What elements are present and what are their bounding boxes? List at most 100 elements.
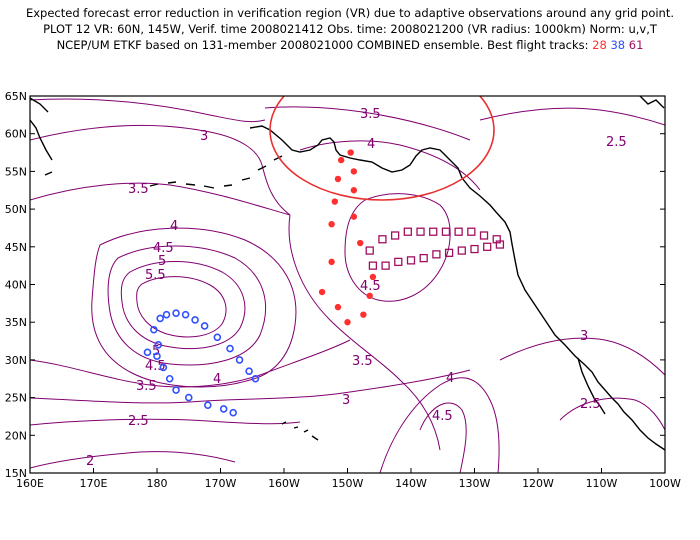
- contour-4-south: [379, 377, 500, 473]
- track-38-point: [213, 333, 222, 342]
- coastlines: [30, 96, 665, 451]
- x-tick-label: 140W: [395, 477, 427, 490]
- contour-3-west: [30, 124, 291, 216]
- contour-3-southeast: [499, 337, 665, 376]
- alaska-coast: [249, 125, 463, 179]
- track-38-point: [172, 386, 180, 394]
- contour-label: 2.5: [606, 135, 627, 150]
- x-tick-label: 170W: [205, 477, 237, 490]
- track-38-point: [184, 393, 193, 402]
- contour-3-east-loop: [288, 214, 441, 451]
- track-38-point: [251, 374, 260, 383]
- track-38-point: [172, 309, 180, 317]
- contour-label: 3: [580, 329, 588, 344]
- track-38-point: [143, 348, 152, 357]
- russia-coast-north: [30, 96, 665, 113]
- track-38-label: 38: [610, 38, 626, 52]
- hawaii-islands: [281, 421, 319, 441]
- track-61-point: [457, 246, 466, 255]
- contour-label: 3: [342, 393, 350, 408]
- contour-2p5-south: [30, 418, 301, 426]
- x-tick-label: 130W: [459, 477, 491, 490]
- track-61-label: 61: [628, 38, 644, 52]
- map-plot-area: 3.5 3 2.5 3.5 4 4.5 5 5.5 5 4.5 4 3.5 2.…: [30, 96, 665, 473]
- contour-4p5-east: [344, 193, 451, 302]
- track-28-point: [328, 258, 335, 266]
- track-61-point: [483, 242, 492, 251]
- y-tick-label: 35N: [5, 316, 27, 329]
- x-tick-label: 110W: [586, 477, 618, 490]
- y-tick-label: 60N: [5, 128, 27, 141]
- y-tick-label: 50N: [5, 203, 27, 216]
- x-tick-label: 160W: [268, 477, 300, 490]
- track-38-point: [200, 322, 209, 330]
- track-61-point: [394, 257, 403, 267]
- track-28-point: [344, 319, 351, 326]
- track-28-point: [331, 198, 338, 205]
- north-america-west-coast: [461, 177, 665, 451]
- x-tick-label: 170E: [80, 477, 108, 490]
- y-tick-label: 40N: [5, 279, 27, 292]
- contour-2p5-southeast: [559, 397, 665, 431]
- track-61-point: [495, 240, 505, 249]
- contour-3p5-south: [30, 339, 351, 388]
- track-28-point: [350, 213, 358, 220]
- track-28-point: [350, 168, 358, 175]
- track-38-point: [204, 401, 212, 409]
- track-38-point: [191, 316, 199, 324]
- track-38-point: [150, 325, 158, 334]
- contour-lines: [30, 98, 665, 473]
- track-38-point: [162, 310, 171, 319]
- contour-label: 2.5: [580, 397, 601, 412]
- track-38-point: [181, 310, 190, 319]
- track-61-point: [429, 227, 438, 236]
- x-tick-label: 160E: [16, 477, 44, 490]
- track-61-point: [419, 253, 428, 263]
- contour-2p5-northeast: [479, 107, 665, 126]
- x-tick-label: 120W: [522, 477, 554, 490]
- track-38-point: [159, 363, 168, 372]
- contour-label: 4.5: [145, 359, 166, 374]
- contour-label: 5: [152, 344, 160, 359]
- contour-4p5-south: [419, 402, 467, 473]
- contour-3p5-northwest: [30, 182, 291, 216]
- track-61-point: [441, 227, 451, 236]
- track-61-point: [403, 227, 412, 236]
- contour-label: 5: [158, 254, 166, 269]
- y-tick-label: 30N: [5, 354, 27, 367]
- y-axis: 15N 20N 25N 30N 35N 40N 45N 50N 55N 60N 65N: [5, 90, 665, 480]
- track-28-point: [366, 292, 373, 300]
- contour-label: 4.5: [432, 409, 453, 424]
- track-61-point: [479, 231, 489, 240]
- track-38-point: [156, 314, 164, 323]
- track-61-point: [444, 248, 454, 257]
- contour-label: 4.5: [153, 241, 174, 256]
- contour-2-south: [30, 451, 236, 469]
- kamchatka-coast: [30, 119, 53, 176]
- track-61-point: [390, 231, 400, 240]
- y-tick-label: 45N: [5, 241, 27, 254]
- track-61-point: [406, 256, 416, 265]
- map-title-line-3: NCEP/UM ETKF based on 131-member 2008021…: [0, 38, 700, 52]
- contour-4-east: [299, 140, 481, 191]
- contour-4p5-ring: [107, 245, 267, 366]
- track-38-point: [229, 408, 237, 417]
- contour-4-ring: [91, 227, 297, 388]
- track-28-label: 28: [592, 38, 607, 52]
- ensemble-info-text: NCEP/UM ETKF based on 131-member 2008021…: [56, 38, 589, 52]
- track-28-point: [357, 239, 364, 247]
- x-tick-label: 150W: [332, 477, 364, 490]
- y-tick-label: 55N: [5, 165, 27, 178]
- contour-label: 4: [367, 137, 375, 152]
- track-38-point: [153, 352, 161, 360]
- flight-tracks: [143, 149, 505, 417]
- track-38-point: [235, 356, 244, 364]
- track-28-point: [360, 311, 367, 318]
- contour-label: 5.5: [145, 268, 166, 283]
- contour-label: 2: [86, 454, 94, 469]
- baja-california: [577, 357, 606, 415]
- track-38-point: [226, 344, 234, 353]
- verification-region-circle: [269, 96, 495, 201]
- track-28-point: [328, 220, 335, 228]
- contour-label: 3: [200, 129, 208, 144]
